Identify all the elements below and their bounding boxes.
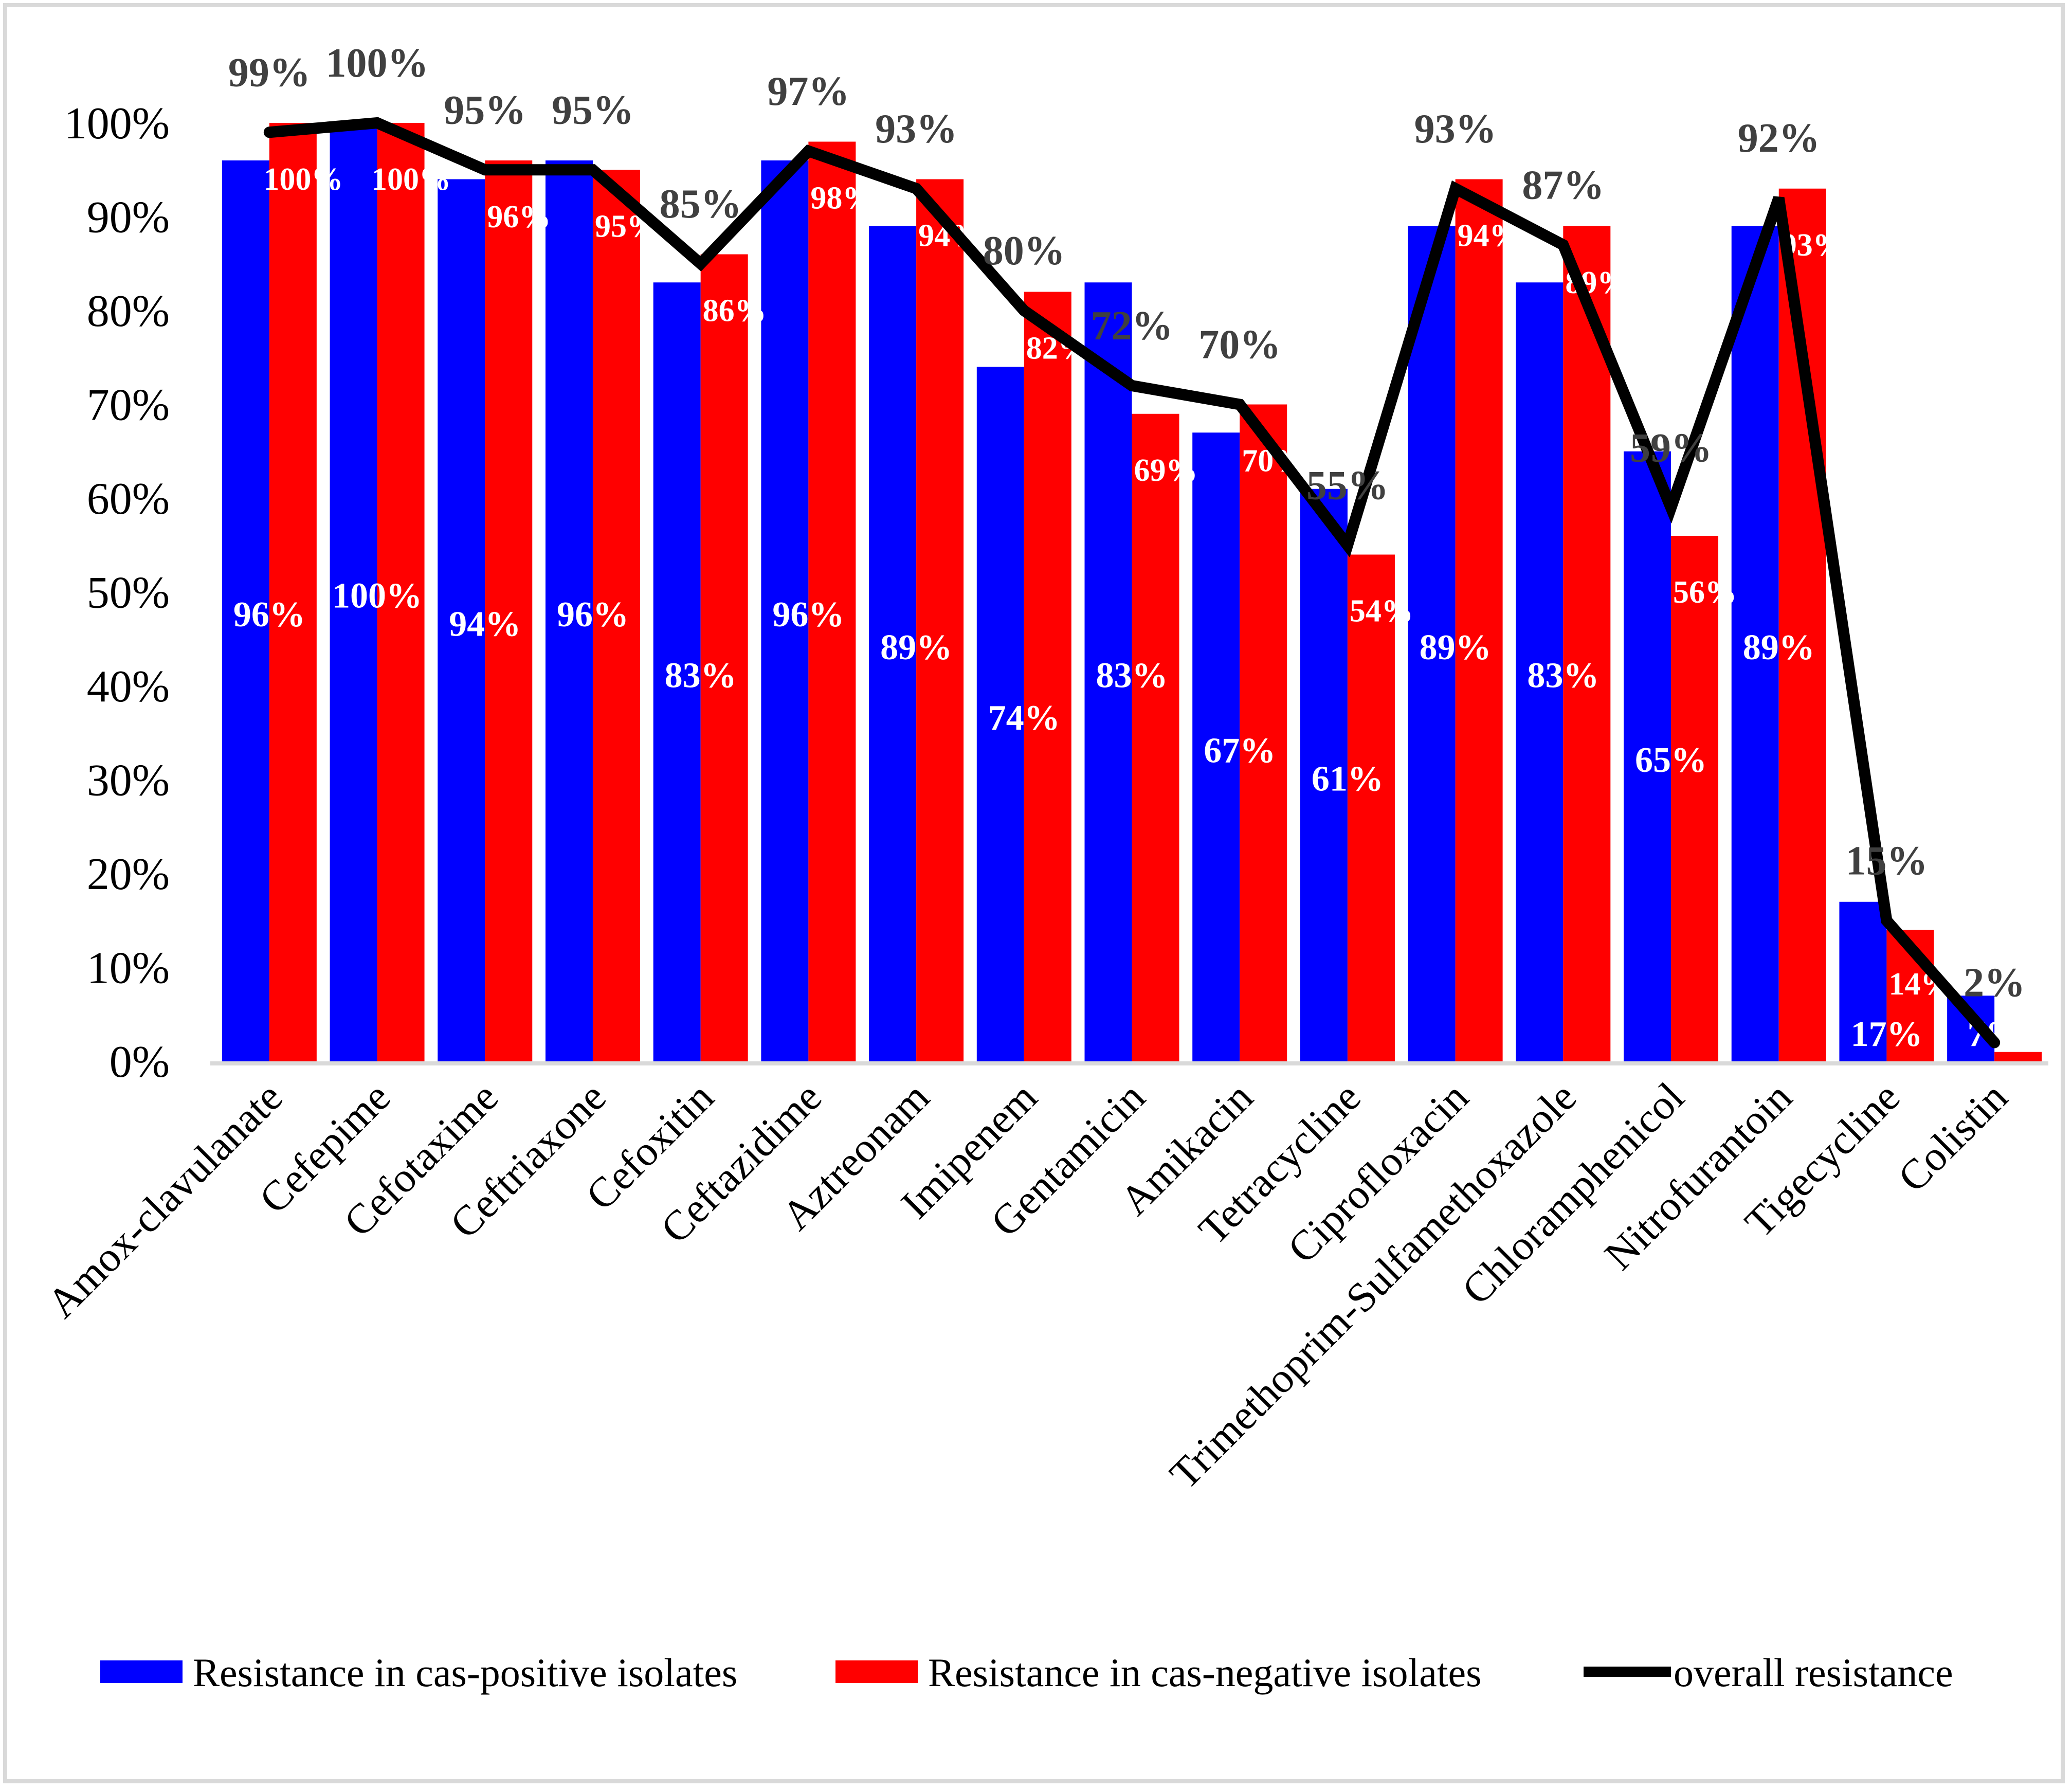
bar-cas-positive <box>545 160 593 1061</box>
bar-cas-positive <box>438 179 485 1061</box>
y-tick-label: 30% <box>87 756 170 806</box>
bar-cas-negative <box>1347 554 1395 1061</box>
data-label-cas-positive: 83% <box>1096 656 1168 696</box>
data-label-overall: 95% <box>444 87 526 133</box>
x-category-label: Nitrofurantoin <box>1595 1073 1801 1278</box>
data-label-overall: 93% <box>875 106 957 152</box>
y-tick-label: 60% <box>87 474 170 524</box>
y-tick-label: 0% <box>110 1037 170 1087</box>
bar-cas-positive <box>1084 282 1132 1061</box>
legend-swatch-cas-negative <box>835 1660 918 1683</box>
data-label-cas-positive: 83% <box>665 656 737 696</box>
bar-cas-negative <box>377 123 425 1061</box>
y-tick-label: 80% <box>87 286 170 336</box>
bar-cas-positive <box>222 160 269 1061</box>
data-label-cas-positive: 96% <box>557 595 629 635</box>
data-label-overall: 95% <box>552 87 634 133</box>
overall-resistance-line <box>263 117 2001 1048</box>
data-label-overall: 85% <box>660 182 742 227</box>
x-category-label: Amox-clavulanate <box>38 1073 292 1327</box>
data-label-cas-positive: 17% <box>1850 1015 1922 1054</box>
data-label-cas-positive: 65% <box>1635 740 1707 780</box>
data-label-overall: 70% <box>1198 322 1281 368</box>
data-label-cas-positive: 89% <box>1420 628 1492 667</box>
bar-cas-positive <box>1192 432 1240 1061</box>
legend-label: overall resistance <box>1674 1650 1953 1695</box>
bar-cas-negative <box>1455 179 1503 1061</box>
bar-cas-positive <box>869 226 917 1061</box>
data-label-overall: 15% <box>1845 838 1928 883</box>
data-label-overall: 2% <box>1964 961 2025 1006</box>
bar-cas-positive <box>330 123 377 1061</box>
y-tick-label: 90% <box>87 193 170 243</box>
data-label-cas-negative: 56% <box>1673 575 1737 610</box>
bar-cas-negative <box>700 254 748 1061</box>
data-label-cas-positive: 89% <box>880 628 952 667</box>
y-tick-label: 70% <box>87 381 170 430</box>
data-label-overall: 59% <box>1630 425 1712 471</box>
bar-cas-negative <box>1994 1052 2042 1061</box>
data-label-cas-negative: 54% <box>1350 594 1413 629</box>
data-label-cas-positive: 67% <box>1204 731 1276 771</box>
bar-cas-negative <box>1563 226 1611 1061</box>
data-label-cas-positive: 74% <box>988 698 1060 738</box>
bar-cas-positive <box>1731 226 1779 1061</box>
y-tick-label: 20% <box>87 849 170 899</box>
data-label-overall: 92% <box>1738 116 1820 161</box>
bar-cas-negative <box>1240 404 1287 1061</box>
data-label-cas-negative: 69% <box>1134 453 1198 488</box>
data-label-overall: 99% <box>228 50 311 95</box>
legend-label: Resistance in cas-negative isolates <box>928 1650 1481 1695</box>
bar-cas-negative <box>485 160 533 1061</box>
bar-cas-negative <box>1132 413 1179 1061</box>
legend-swatch-cas-positive <box>100 1660 183 1683</box>
data-label-cas-positive: 89% <box>1743 628 1815 667</box>
data-label-cas-positive: 96% <box>233 595 305 635</box>
x-category-label: Colistin <box>1889 1073 2016 1201</box>
data-label-cas-negative: 98% <box>810 181 874 216</box>
bar-cas-negative <box>269 123 317 1061</box>
bar-cas-negative <box>916 179 964 1061</box>
data-label-overall: 100% <box>326 41 429 86</box>
data-label-cas-positive: 61% <box>1312 759 1384 799</box>
y-tick-label: 10% <box>87 944 170 993</box>
data-label-overall: 93% <box>1414 106 1497 152</box>
bar-cas-positive <box>1408 226 1456 1061</box>
chart-frame <box>3 3 2065 1783</box>
data-label-overall: 97% <box>767 69 849 114</box>
bar-cas-positive <box>653 282 701 1061</box>
data-label-cas-positive: 94% <box>449 604 521 644</box>
bar-cas-negative <box>592 170 640 1061</box>
data-label-overall: 80% <box>983 228 1065 274</box>
data-label-overall: 72% <box>1091 303 1173 349</box>
y-tick-label: 40% <box>87 662 170 712</box>
bar-cas-positive <box>1300 489 1348 1061</box>
bar-cas-positive <box>976 367 1024 1061</box>
bar-cas-positive <box>761 160 809 1061</box>
y-tick-label: 100% <box>64 99 170 149</box>
bar-cas-positive <box>1516 282 1564 1061</box>
data-label-cas-negative: 100% <box>371 162 451 197</box>
y-tick-label: 50% <box>87 568 170 618</box>
data-label-cas-positive: 96% <box>772 595 844 635</box>
data-label-cas-positive: 100% <box>332 576 422 616</box>
bar-cas-positive <box>1839 901 1887 1061</box>
bar-cas-negative <box>1024 292 1071 1061</box>
legend-label: Resistance in cas-positive isolates <box>193 1650 737 1695</box>
data-label-cas-negative: 100% <box>263 162 343 197</box>
data-label-overall: 55% <box>1306 463 1389 508</box>
bar-cas-negative <box>1671 536 1719 1061</box>
data-label-cas-negative: 94% <box>1458 219 1521 254</box>
data-label-overall: 87% <box>1522 162 1604 208</box>
data-label-cas-positive: 83% <box>1527 656 1599 696</box>
data-label-cas-negative: 96% <box>487 200 551 234</box>
bar-cas-negative <box>808 141 856 1061</box>
data-label-cas-negative: 86% <box>703 294 767 329</box>
bar-cas-positive <box>1624 451 1671 1061</box>
